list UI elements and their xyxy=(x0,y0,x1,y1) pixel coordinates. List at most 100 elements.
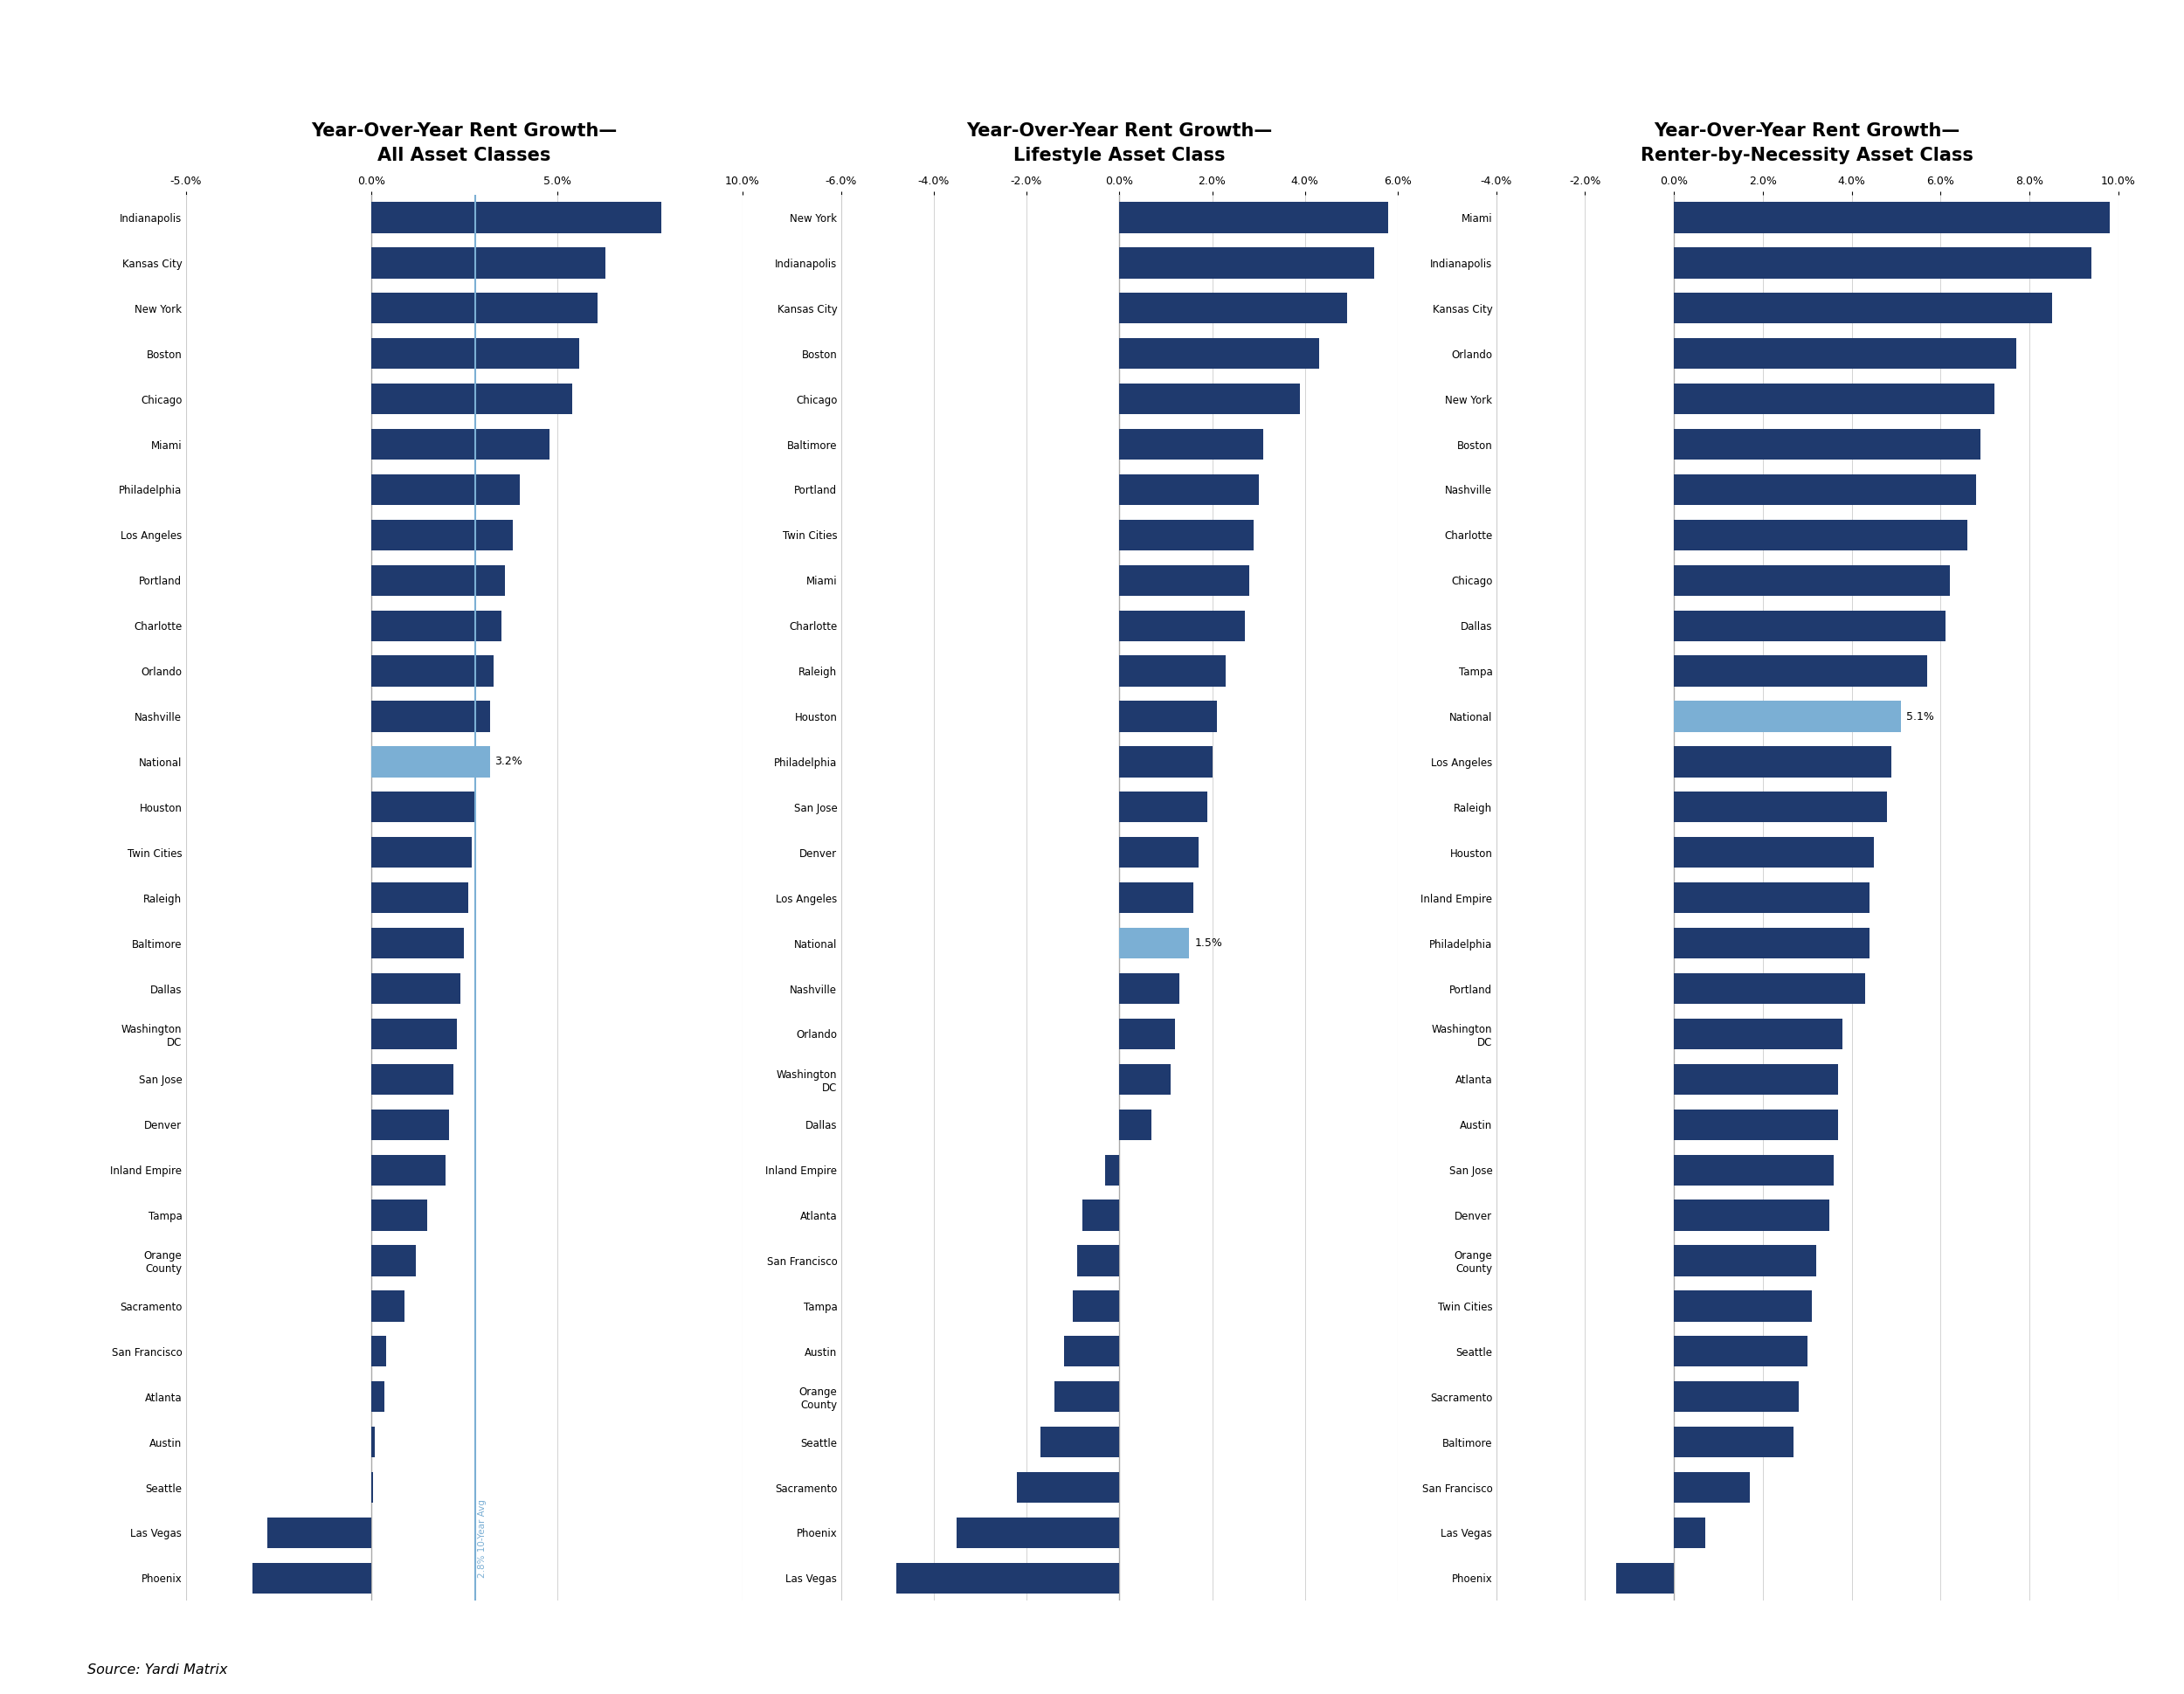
Text: Source: Yardi Matrix: Source: Yardi Matrix xyxy=(87,1664,227,1677)
Bar xyxy=(1673,1110,1839,1140)
Bar xyxy=(1120,883,1192,913)
Bar xyxy=(371,1018,456,1049)
Bar xyxy=(371,1199,428,1232)
Bar xyxy=(371,339,579,369)
Bar xyxy=(1120,610,1245,640)
Bar xyxy=(1673,1518,1706,1548)
Bar xyxy=(371,928,465,959)
Bar xyxy=(1673,1064,1839,1094)
Bar xyxy=(1673,1381,1797,1413)
Bar xyxy=(1120,202,1389,232)
Bar xyxy=(957,1518,1120,1548)
Bar xyxy=(253,1564,371,1594)
Bar xyxy=(371,564,505,596)
Bar xyxy=(1120,1018,1175,1049)
Bar xyxy=(1120,791,1208,823)
Bar xyxy=(1673,247,2092,278)
Text: 5.1%: 5.1% xyxy=(1907,711,1933,722)
Bar xyxy=(266,1518,371,1548)
Bar xyxy=(1673,791,1887,823)
Bar xyxy=(1120,656,1225,686)
Bar xyxy=(371,610,502,640)
Text: 3.2%: 3.2% xyxy=(494,756,522,767)
Bar xyxy=(1120,1064,1171,1094)
Bar xyxy=(1673,1472,1749,1503)
Bar xyxy=(1673,474,1977,505)
Title: Year-Over-Year Rent Growth—
All Asset Classes: Year-Over-Year Rent Growth— All Asset Cl… xyxy=(310,122,618,164)
Bar xyxy=(371,656,494,686)
Bar xyxy=(1018,1472,1120,1503)
Text: 1.5%: 1.5% xyxy=(1195,937,1223,949)
Bar xyxy=(1120,928,1188,959)
Bar xyxy=(371,1155,446,1186)
Bar xyxy=(371,747,489,778)
Bar xyxy=(1673,339,2016,369)
Bar xyxy=(371,1064,452,1094)
Bar xyxy=(1072,1291,1120,1321)
Bar xyxy=(371,293,598,324)
Bar xyxy=(1673,520,1968,551)
Bar xyxy=(1120,383,1299,415)
Bar xyxy=(1120,972,1179,1005)
Bar xyxy=(1673,1426,1793,1457)
Bar xyxy=(371,247,605,278)
Bar xyxy=(371,972,461,1005)
Bar xyxy=(1120,474,1258,505)
Title: Year-Over-Year Rent Growth—
Renter-by-Necessity Asset Class: Year-Over-Year Rent Growth— Renter-by-Ne… xyxy=(1640,122,1974,164)
Bar xyxy=(1064,1337,1120,1367)
Bar xyxy=(1120,1110,1151,1140)
Bar xyxy=(1083,1199,1120,1232)
Bar xyxy=(1673,202,2110,232)
Bar xyxy=(1120,520,1254,551)
Bar xyxy=(371,1337,387,1367)
Bar xyxy=(1120,564,1249,596)
Bar xyxy=(1673,383,1994,415)
Bar xyxy=(1120,339,1319,369)
Bar xyxy=(1673,429,1981,459)
Bar xyxy=(898,1564,1120,1594)
Bar xyxy=(371,520,513,551)
Bar xyxy=(371,202,662,232)
Title: Year-Over-Year Rent Growth—
Lifestyle Asset Class: Year-Over-Year Rent Growth— Lifestyle As… xyxy=(965,122,1273,164)
Bar xyxy=(371,837,472,867)
Bar xyxy=(371,474,520,505)
Bar xyxy=(1120,747,1212,778)
Bar xyxy=(1673,1291,1813,1321)
Bar xyxy=(371,383,572,415)
Bar xyxy=(371,1381,384,1413)
Bar xyxy=(371,701,489,732)
Bar xyxy=(1673,1199,1830,1232)
Bar xyxy=(1120,247,1374,278)
Bar xyxy=(1673,1155,1835,1186)
Bar xyxy=(1040,1426,1120,1457)
Bar xyxy=(1120,293,1348,324)
Bar xyxy=(1673,701,1900,732)
Bar xyxy=(1673,972,1865,1005)
Bar xyxy=(1105,1155,1120,1186)
Bar xyxy=(1673,928,1870,959)
Bar xyxy=(371,883,467,913)
Bar xyxy=(1673,883,1870,913)
Bar xyxy=(1673,837,1874,867)
Bar xyxy=(1120,429,1262,459)
Bar xyxy=(1673,293,2051,324)
Text: 2.8% 10-Year Avg: 2.8% 10-Year Avg xyxy=(478,1499,487,1579)
Bar xyxy=(371,1291,404,1321)
Bar xyxy=(1673,1337,1808,1367)
Bar xyxy=(1055,1381,1120,1413)
Bar xyxy=(1673,747,1891,778)
Bar xyxy=(371,1245,415,1276)
Bar xyxy=(1120,837,1199,867)
Bar xyxy=(371,1426,376,1457)
Bar xyxy=(1077,1245,1120,1276)
Bar xyxy=(1673,656,1926,686)
Bar xyxy=(1673,564,1950,596)
Bar xyxy=(1673,1018,1843,1049)
Bar xyxy=(371,429,550,459)
Bar xyxy=(1673,1245,1817,1276)
Bar xyxy=(371,1110,450,1140)
Bar xyxy=(1673,610,1946,640)
Bar xyxy=(371,791,476,823)
Bar xyxy=(1120,701,1216,732)
Bar xyxy=(1616,1564,1673,1594)
